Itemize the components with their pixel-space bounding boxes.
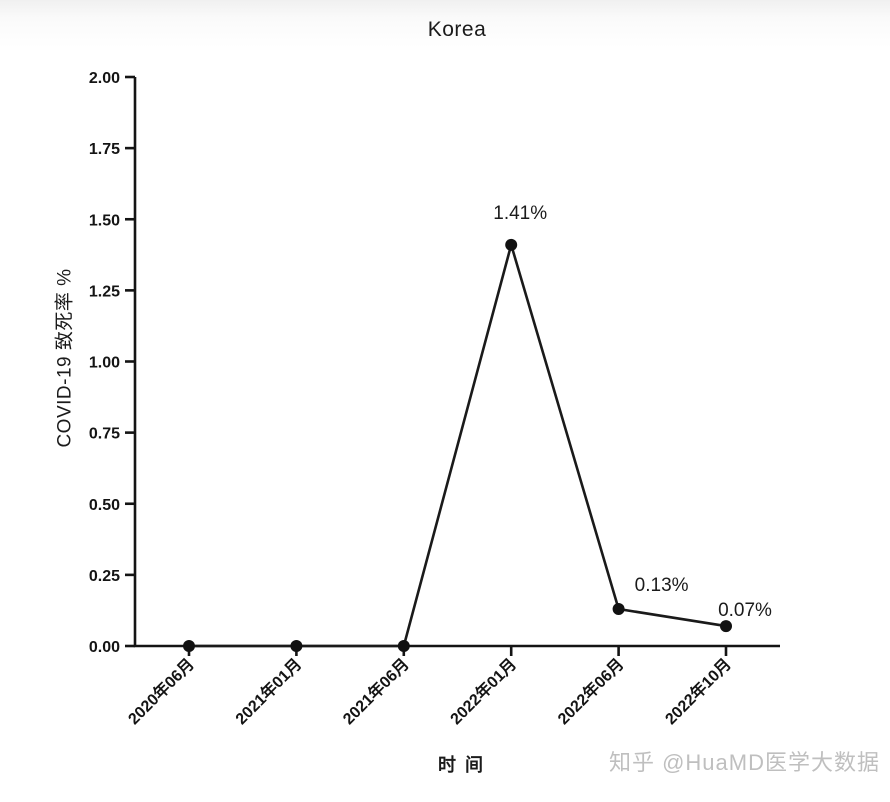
watermark: 知乎 @HuaMD医学大数据 <box>608 750 880 775</box>
y-tick-label: 1.75 <box>89 141 120 158</box>
axis-lines <box>133 77 780 648</box>
data-point-label: 0.07% <box>718 600 772 621</box>
x-tick-label: 2022年06月 <box>554 654 628 728</box>
y-tick-label: 0.50 <box>89 497 120 514</box>
y-tick-label: 1.25 <box>89 283 120 300</box>
data-point <box>720 620 732 633</box>
y-tick-label: 1.00 <box>89 355 120 372</box>
x-tick-label: 2021年01月 <box>231 654 305 728</box>
x-tick-label: 2020年06月 <box>124 654 198 728</box>
data-point-label: 1.41% <box>493 203 547 224</box>
y-tick-label: 1.50 <box>89 212 120 229</box>
y-tick-label: 0.75 <box>89 426 120 443</box>
y-tick-label: 0.00 <box>89 639 120 656</box>
data-point <box>505 238 518 251</box>
data-point-label: 0.13% <box>635 575 689 596</box>
data-point <box>290 640 303 652</box>
x-tick-label: 2022年01月 <box>446 654 520 728</box>
x-axis-title: 时 间 <box>438 755 486 775</box>
data-point <box>397 640 410 652</box>
data-point <box>183 640 195 652</box>
x-tick-label: 2022年10月 <box>661 654 735 728</box>
data-point <box>612 603 625 616</box>
chart-title: Korea <box>427 18 487 41</box>
data-line <box>189 243 727 648</box>
y-tick-label: 2.00 <box>89 70 120 87</box>
x-tick-label: 2021年06月 <box>339 654 413 728</box>
y-tick-label: 0.25 <box>89 568 120 585</box>
